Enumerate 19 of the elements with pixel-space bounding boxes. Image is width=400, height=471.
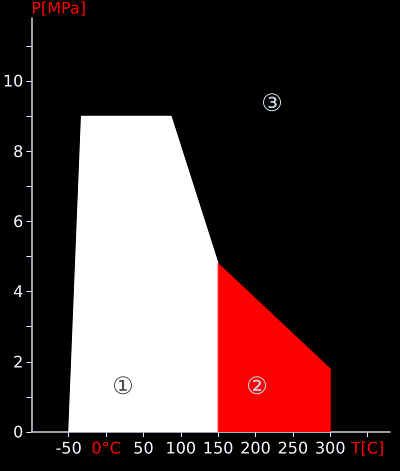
y-tick-label: 2: [13, 352, 24, 372]
x-tick-label: 50: [133, 438, 154, 458]
x-tick-label: 300: [314, 438, 346, 458]
y-axis-title: P[MPa]: [31, 0, 86, 18]
x-tick-label: -50: [56, 438, 82, 458]
x-tick-label: 0°C: [91, 438, 121, 458]
x-tick-label: 100: [166, 438, 196, 458]
x-tick-label: T[C]: [350, 438, 384, 458]
y-tick-label: 10: [3, 72, 24, 91]
annotation: ②: [246, 372, 268, 400]
annotation: ①: [112, 372, 134, 400]
x-tick-label: 250: [278, 438, 308, 458]
y-tick-label: 6: [13, 212, 24, 231]
x-tick-label: 150: [202, 438, 234, 458]
y-tick-label: 8: [13, 142, 24, 161]
annotation: ③: [261, 89, 283, 117]
y-tick-label: 4: [13, 282, 24, 302]
y-tick-label: 0: [13, 422, 24, 442]
x-tick-label: 200: [240, 438, 271, 458]
